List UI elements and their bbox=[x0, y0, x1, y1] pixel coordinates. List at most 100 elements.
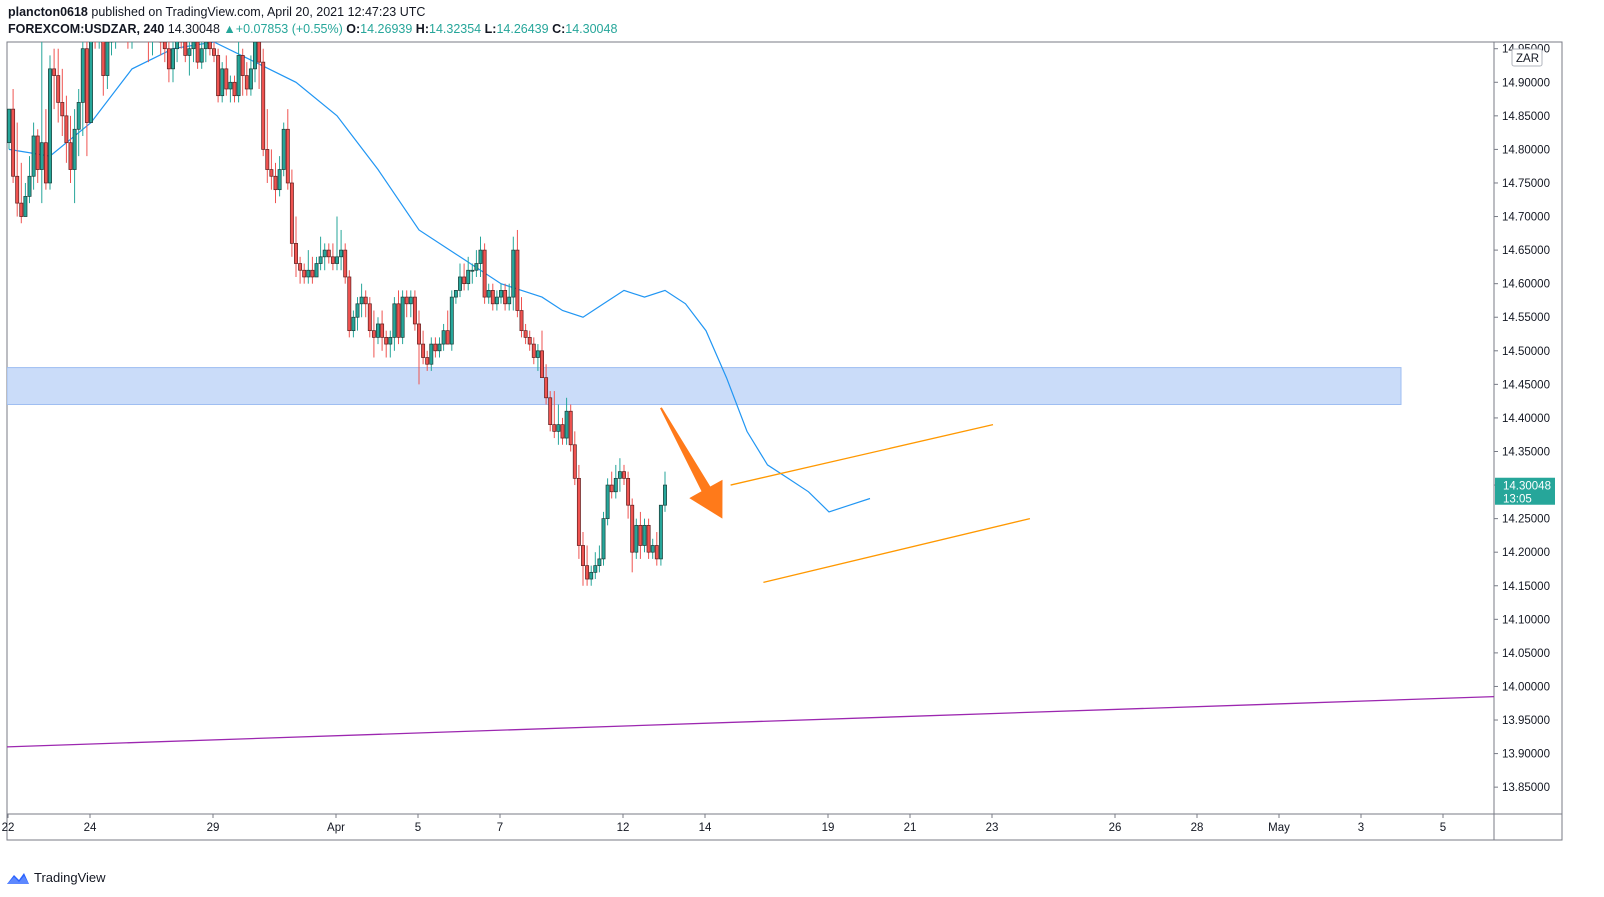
candle bbox=[318, 236, 323, 271]
candle bbox=[650, 538, 655, 559]
candle-body bbox=[380, 323, 385, 338]
candle-body bbox=[388, 337, 393, 345]
x-tick-label: 14 bbox=[699, 822, 712, 834]
candle-body bbox=[212, 48, 216, 56]
candle-body bbox=[162, 42, 167, 50]
candle-body bbox=[531, 343, 536, 358]
candle-body bbox=[228, 81, 233, 90]
candle-body bbox=[654, 545, 659, 560]
candle bbox=[285, 109, 290, 190]
candle-body bbox=[449, 296, 454, 345]
candle-body bbox=[135, 2, 138, 22]
candle bbox=[417, 310, 421, 385]
candle bbox=[441, 323, 446, 351]
published-text: published on TradingView.com, April 20, … bbox=[91, 5, 426, 19]
candle bbox=[355, 297, 360, 331]
candle bbox=[72, 109, 77, 204]
candle bbox=[310, 256, 315, 284]
candle-body bbox=[425, 357, 430, 365]
candle-body bbox=[417, 323, 421, 345]
candle-body bbox=[392, 303, 397, 338]
candle-body bbox=[376, 323, 380, 338]
candle-body bbox=[39, 142, 44, 170]
candle bbox=[421, 330, 426, 365]
y-tick-label: 14.60000 bbox=[1502, 279, 1550, 291]
candle-body bbox=[195, 42, 200, 63]
candle bbox=[519, 297, 524, 338]
y-tick-label: 14.25000 bbox=[1502, 514, 1550, 526]
candle-body bbox=[261, 61, 266, 150]
author-name[interactable]: plancton0618 bbox=[8, 5, 88, 19]
candle-body bbox=[15, 175, 20, 204]
candle bbox=[135, 0, 138, 35]
candle bbox=[64, 95, 69, 163]
candle-body bbox=[60, 102, 65, 117]
candle bbox=[523, 323, 528, 345]
symbol-label[interactable]: FOREXCOM:USDZAR, 240 bbox=[8, 22, 165, 36]
x-tick-label: 24 bbox=[84, 822, 97, 834]
candle-body bbox=[622, 471, 626, 479]
x-tick-label: 5 bbox=[415, 822, 421, 834]
candle-body bbox=[232, 81, 237, 97]
candle-body bbox=[166, 48, 171, 70]
open-value: 14.26939 bbox=[360, 22, 413, 36]
candle-body bbox=[314, 263, 319, 278]
candle-body bbox=[556, 424, 561, 432]
candle-body bbox=[412, 296, 417, 325]
candle bbox=[326, 243, 331, 264]
candle bbox=[445, 310, 450, 345]
tradingview-brand[interactable]: TradingView bbox=[6, 870, 106, 885]
candle bbox=[281, 122, 286, 177]
candle bbox=[449, 290, 454, 351]
candle-body bbox=[147, 29, 150, 36]
candle bbox=[335, 216, 339, 271]
candle bbox=[244, 62, 249, 96]
candle bbox=[212, 42, 216, 63]
x-tick-label: 29 bbox=[207, 822, 220, 834]
candle-body bbox=[122, 8, 125, 15]
candle bbox=[179, 42, 184, 49]
candle-body bbox=[548, 397, 553, 425]
candle-body bbox=[105, 42, 110, 76]
price-tag-box bbox=[1495, 477, 1555, 505]
change-value: +0.07853 (+0.55%) bbox=[235, 22, 343, 36]
candle bbox=[371, 310, 376, 358]
candle-body bbox=[191, 42, 196, 50]
candle bbox=[412, 290, 417, 331]
candle-body bbox=[663, 484, 667, 506]
candle bbox=[585, 545, 590, 586]
candle bbox=[302, 263, 307, 284]
candle bbox=[257, 42, 262, 89]
candle-body bbox=[101, 42, 106, 76]
candle bbox=[613, 464, 618, 499]
x-tick-label: 26 bbox=[1109, 822, 1122, 834]
candle bbox=[367, 297, 372, 338]
channel-lower-line bbox=[763, 517, 1031, 584]
candle-body bbox=[285, 128, 290, 184]
candle-body bbox=[544, 377, 549, 399]
candle-body bbox=[187, 48, 192, 56]
candle bbox=[535, 344, 540, 371]
currency-label: ZAR bbox=[1516, 53, 1539, 65]
candle bbox=[122, 0, 125, 42]
candle-body bbox=[298, 263, 303, 271]
candle bbox=[131, 42, 133, 49]
tradingview-logo-icon bbox=[7, 872, 29, 884]
candle-body bbox=[499, 290, 503, 298]
candle-body bbox=[445, 330, 450, 345]
candle-body bbox=[64, 115, 69, 144]
x-tick-label: 5 bbox=[1440, 822, 1446, 834]
candle-body bbox=[257, 42, 262, 63]
candle-body bbox=[634, 524, 639, 553]
candle-body bbox=[597, 558, 602, 566]
candle-body bbox=[519, 310, 524, 332]
candle-body bbox=[642, 524, 647, 546]
candle bbox=[31, 122, 36, 190]
price-tag-value: 14.30048 bbox=[1503, 481, 1551, 493]
candle-body bbox=[527, 337, 532, 345]
y-tick-label: 13.85000 bbox=[1502, 782, 1550, 794]
y-tick-label: 14.10000 bbox=[1502, 614, 1550, 626]
candle bbox=[433, 337, 438, 358]
candle bbox=[597, 545, 602, 573]
